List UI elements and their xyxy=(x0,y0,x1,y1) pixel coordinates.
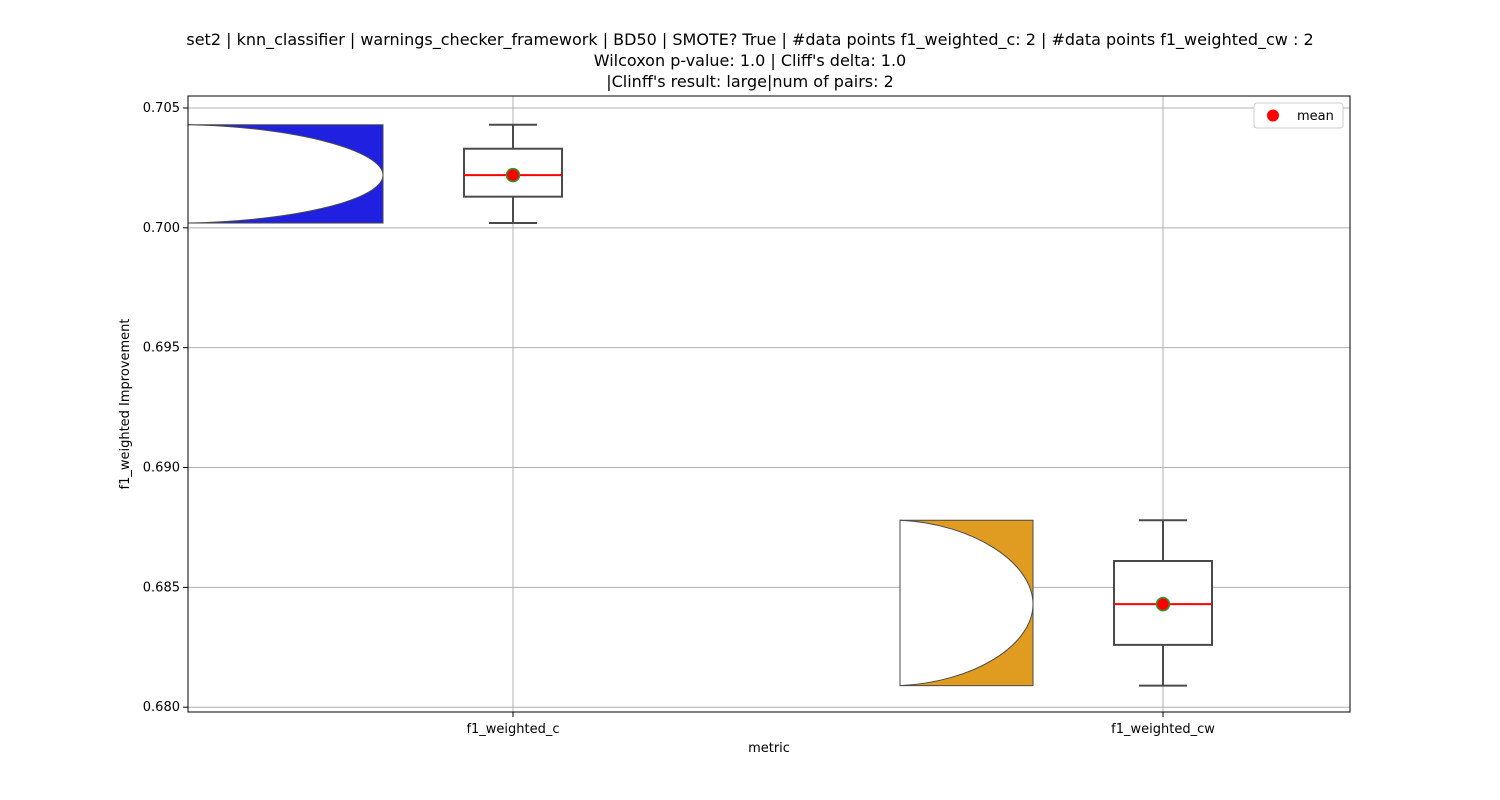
x-tick-label: f1_weighted_c xyxy=(466,722,559,737)
y-tick-label: 0.690 xyxy=(143,461,180,476)
legend-mean-marker xyxy=(1267,109,1279,122)
x-tick-label: f1_weighted_cw xyxy=(1111,722,1215,737)
chart-title-line-1: set2 | knn_classifier | warnings_checker… xyxy=(186,30,1314,49)
legend-box xyxy=(1253,102,1344,129)
y-tick-label: 0.700 xyxy=(143,221,180,236)
chart-title-line-3: |Clinff's result: large|num of pairs: 2 xyxy=(606,72,894,91)
axis-layer: 0.680 0.685 0.690 0.695 0.700 0.705 f1_weighte… xyxy=(143,101,1215,737)
mean-marker-f1_weighted_c xyxy=(505,167,521,183)
legend-mean-label: mean xyxy=(1297,109,1334,124)
y-tick-label: 0.685 xyxy=(143,580,180,595)
violin-notch-f1_weighted_c xyxy=(187,124,384,224)
legend: mean xyxy=(1253,102,1344,129)
chart-title-line-2: Wilcoxon p-value: 1.0 | Cliff's delta: 1… xyxy=(593,51,907,70)
box-layer xyxy=(463,123,1213,687)
y-tick-label: 0.680 xyxy=(143,700,180,715)
x-axis-label: metric xyxy=(748,741,790,756)
y-tick-label: 0.705 xyxy=(143,101,180,116)
mean-marker-f1_weighted_cw xyxy=(1155,596,1171,612)
y-tick-label: 0.695 xyxy=(143,341,180,356)
y-axis-label: f1_weighted Improvement xyxy=(118,318,133,489)
violin-notch-f1_weighted_cw xyxy=(899,519,1034,687)
plot-frame xyxy=(187,95,1351,713)
violin-layer xyxy=(187,124,1034,687)
